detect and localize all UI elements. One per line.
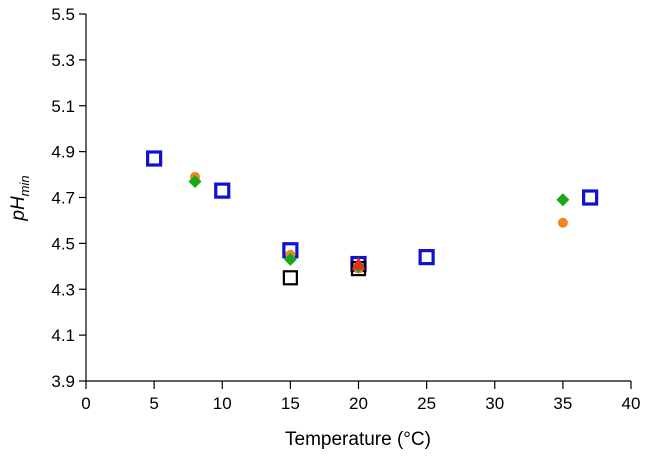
data-point-square-open bbox=[582, 189, 599, 206]
y-ticks: 3.9 4.1 4.3 4.5 4.7 4.9 5.1 5.3 5.5 bbox=[51, 5, 86, 391]
y-tick-label: 5.1 bbox=[51, 97, 75, 116]
y-tick-label: 5.3 bbox=[51, 51, 75, 70]
y-axis-title-subscript: min bbox=[17, 175, 32, 196]
y-tick-label: 4.9 bbox=[51, 143, 75, 162]
x-tick-label: 15 bbox=[281, 394, 300, 413]
x-ticks: 0 5 10 15 20 25 30 35 40 bbox=[81, 381, 640, 413]
axes bbox=[85, 14, 631, 382]
data-point-diamond bbox=[283, 252, 297, 266]
data-point-square-open bbox=[282, 270, 298, 286]
data-point-circle bbox=[557, 217, 568, 228]
data-point-diamond bbox=[188, 174, 202, 188]
y-axis-title-main: pH bbox=[8, 196, 29, 222]
x-axis-title: Temperature (°C) bbox=[285, 429, 431, 450]
data-point-square-open bbox=[146, 150, 163, 167]
data-points bbox=[146, 150, 599, 286]
y-tick-label: 4.5 bbox=[51, 234, 75, 253]
x-tick-label: 5 bbox=[149, 394, 158, 413]
data-point-square-open bbox=[214, 182, 231, 199]
data-point-square-open bbox=[418, 249, 435, 266]
x-tick-label: 30 bbox=[485, 394, 504, 413]
x-tick-label: 0 bbox=[81, 394, 90, 413]
x-tick-label: 40 bbox=[622, 394, 641, 413]
y-axis-title: pHmin bbox=[8, 175, 32, 221]
y-tick-label: 3.9 bbox=[51, 372, 75, 391]
x-tick-label: 20 bbox=[349, 394, 368, 413]
x-tick-label: 35 bbox=[553, 394, 572, 413]
x-tick-label: 10 bbox=[213, 394, 232, 413]
y-tick-label: 4.7 bbox=[51, 189, 75, 208]
data-point-triangle bbox=[351, 257, 366, 270]
y-tick-label: 4.3 bbox=[51, 280, 75, 299]
y-tick-label: 5.5 bbox=[51, 5, 75, 24]
x-tick-label: 25 bbox=[417, 394, 436, 413]
y-tick-label: 4.1 bbox=[51, 326, 75, 345]
data-point-diamond bbox=[556, 193, 570, 207]
